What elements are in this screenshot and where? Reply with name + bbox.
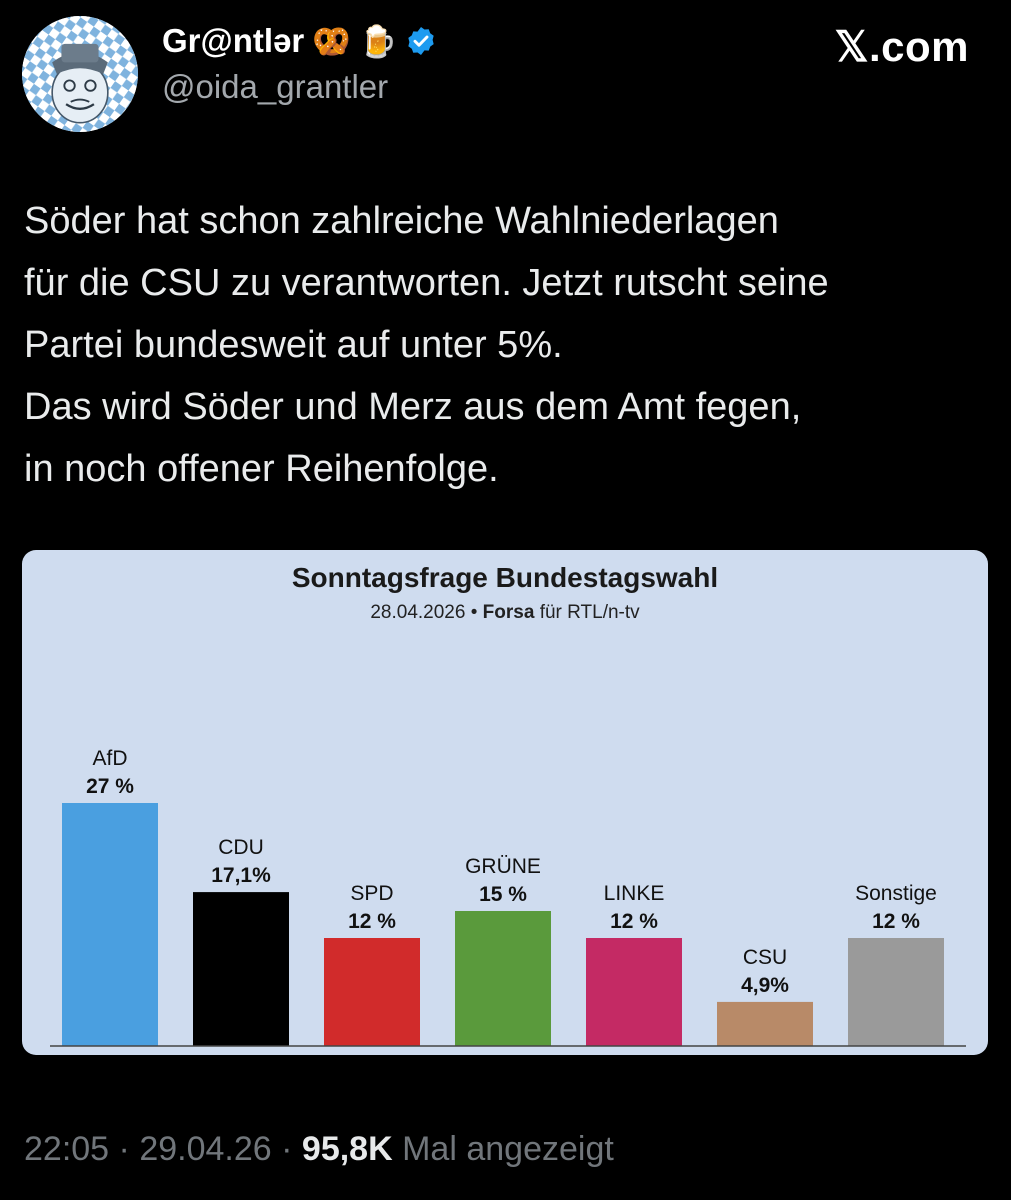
tweet-text: Söder hat schon zahlreiche Wahlniederlag… [24,190,994,500]
display-name-row: Gr@ntlər 🥨 🍺 [162,22,437,60]
tweet-meta: 22:05 · 29.04.26 · 95,8K Mal angezeigt [24,1130,614,1169]
tweet-text-line: Partei bundesweit auf unter 5%. [24,324,563,366]
bar-value-label: 12 % [610,910,658,933]
views-suffix: Mal angezeigt [402,1130,614,1168]
tweet-text-line: in noch offener Reihenfolge. [24,448,499,490]
chart-subtitle-date: 28.04.2026 [370,602,466,623]
bar-category-label: AfD [92,747,127,770]
view-count[interactable]: 95,8K [301,1130,393,1168]
bar-category-label: CDU [218,836,264,859]
chart-title: Sonntagsfrage Bundestagswahl [291,562,719,593]
bar-value-label: 27 % [86,775,134,798]
verified-badge-icon [408,27,435,55]
bar-value-label: 12 % [872,910,920,933]
avatar-image [22,16,138,132]
beer-emoji: 🍺 [358,23,398,60]
handle[interactable]: @oida_grantler [162,68,389,105]
bar-cdu [193,892,289,1046]
display-name[interactable]: Gr@ntlər [162,22,305,59]
bar-category-label: GRÜNE [465,855,541,878]
bar-category-label: LINKE [604,882,665,905]
bar-value-label: 17,1% [211,864,271,887]
bar-csu [717,1001,813,1046]
chart-image[interactable]: Sonntagsfrage Bundestagswahl 28.04.2026 … [22,550,988,1055]
meta-separator: · [118,1130,130,1168]
tweet-text-line: Söder hat schon zahlreiche Wahlniederlag… [24,200,779,242]
bar-category-label: SPD [350,882,393,905]
chart-subtitle-source: Forsa [482,602,535,623]
avatar[interactable] [22,16,138,132]
bar-category-label: CSU [743,946,787,969]
tweet-text-line: Das wird Söder und Merz aus dem Amt fege… [24,386,802,428]
bar-grüne [455,911,551,1046]
bar-category-label: Sonstige [855,882,937,905]
bar-value-label: 12 % [348,910,396,933]
bar-value-label: 4,9% [741,974,789,997]
bar-spd [324,938,420,1046]
x-logo: 𝕏.com [834,23,969,70]
bar-linke [586,938,682,1046]
bar-sonstige [848,938,944,1046]
bar-chart: AfD 27 % CDU 17,1% SPD 12 % GRÜNE 15 % LINKE 12 %… [50,747,966,1047]
pretzel-emoji: 🥨 [312,23,351,60]
meta-separator: · [281,1130,293,1168]
bar-value-label: 15 % [479,883,527,906]
chart-subtitle: 28.04.2026 • Forsa für RTL/n-tv [22,602,988,624]
tweet-time[interactable]: 22:05 [24,1130,110,1168]
tweet-text-line: für die CSU zu verantworten. Jetzt rutsc… [24,262,829,304]
bar-afd [62,803,158,1046]
chart-subtitle-rest: für RTL/n-tv [539,602,640,623]
chart-subtitle-sep: • [470,602,478,623]
tweet-date[interactable]: 29.04.26 [139,1130,272,1168]
